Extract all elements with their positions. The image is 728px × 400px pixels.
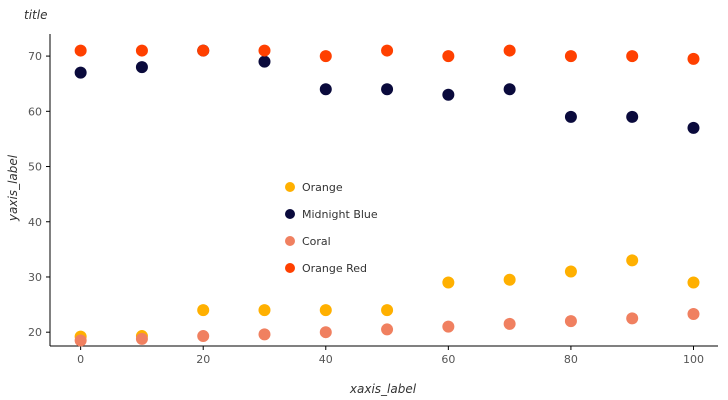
point-orange-red — [381, 44, 394, 57]
point-orange — [564, 265, 577, 278]
point-orange-red — [687, 52, 700, 65]
point-coral — [258, 328, 271, 341]
point-orange-red — [442, 50, 455, 63]
point-orange-red — [74, 44, 87, 57]
y-tick-label: 40 — [28, 216, 42, 229]
point-coral — [319, 326, 332, 339]
x-tick-label: 20 — [196, 353, 210, 366]
point-coral — [626, 312, 639, 325]
point-orange — [503, 273, 516, 286]
legend-label-midnight-blue: Midnight Blue — [302, 208, 378, 221]
point-orange-red — [135, 44, 148, 57]
data-points — [74, 44, 700, 347]
legend-label-orange: Orange — [302, 181, 343, 194]
point-orange — [687, 276, 700, 289]
x-tick-label: 40 — [319, 353, 333, 366]
point-orange — [197, 304, 210, 317]
point-orange — [258, 304, 271, 317]
point-coral — [503, 317, 516, 330]
point-midnight-blue — [503, 83, 516, 96]
point-midnight-blue — [626, 110, 639, 123]
point-coral — [197, 330, 210, 343]
point-orange-red — [626, 50, 639, 63]
legend-marker-coral — [285, 236, 295, 246]
legend-label-orange-red: Orange Red — [302, 262, 367, 275]
y-ticks: 20 30 40 50 60 70 — [28, 50, 50, 339]
legend-marker-orange-red — [285, 263, 295, 273]
point-coral — [381, 323, 394, 336]
point-orange-red — [258, 44, 271, 57]
point-midnight-blue — [381, 83, 394, 96]
axes — [49, 34, 718, 347]
point-midnight-blue — [135, 61, 148, 74]
point-midnight-blue — [319, 83, 332, 96]
point-coral — [564, 315, 577, 328]
legend-marker-orange — [285, 182, 295, 192]
y-tick-label: 70 — [28, 50, 42, 63]
point-orange — [319, 304, 332, 317]
point-coral — [135, 332, 148, 345]
point-coral — [74, 334, 87, 347]
point-orange-red — [564, 50, 577, 63]
y-tick-label: 60 — [28, 105, 42, 118]
point-coral — [442, 320, 455, 333]
point-midnight-blue — [442, 88, 455, 101]
x-axis-title: xaxis_label — [349, 382, 417, 396]
x-tick-label: 60 — [441, 353, 455, 366]
x-tick-label: 80 — [564, 353, 578, 366]
point-orange-red — [197, 44, 210, 57]
point-orange-red — [319, 50, 332, 63]
y-tick-label: 30 — [28, 271, 42, 284]
legend-label-coral: Coral — [302, 235, 331, 248]
point-orange — [442, 276, 455, 289]
point-coral — [687, 307, 700, 320]
point-orange — [381, 304, 394, 317]
point-midnight-blue — [258, 55, 271, 68]
y-tick-label: 20 — [28, 326, 42, 339]
point-midnight-blue — [74, 66, 87, 79]
point-orange-red — [503, 44, 516, 57]
x-ticks: 0 20 40 60 80 100 — [77, 346, 704, 366]
x-tick-label: 0 — [77, 353, 84, 366]
point-midnight-blue — [687, 121, 700, 134]
point-orange — [626, 254, 639, 267]
y-axis-title: yaxis_label — [6, 154, 20, 222]
y-tick-label: 50 — [28, 161, 42, 174]
legend: Orange Midnight Blue Coral Orange Red — [285, 181, 378, 275]
point-midnight-blue — [564, 110, 577, 123]
x-tick-label: 100 — [683, 353, 704, 366]
chart-title: title — [24, 8, 47, 22]
legend-marker-midnight-blue — [285, 209, 295, 219]
